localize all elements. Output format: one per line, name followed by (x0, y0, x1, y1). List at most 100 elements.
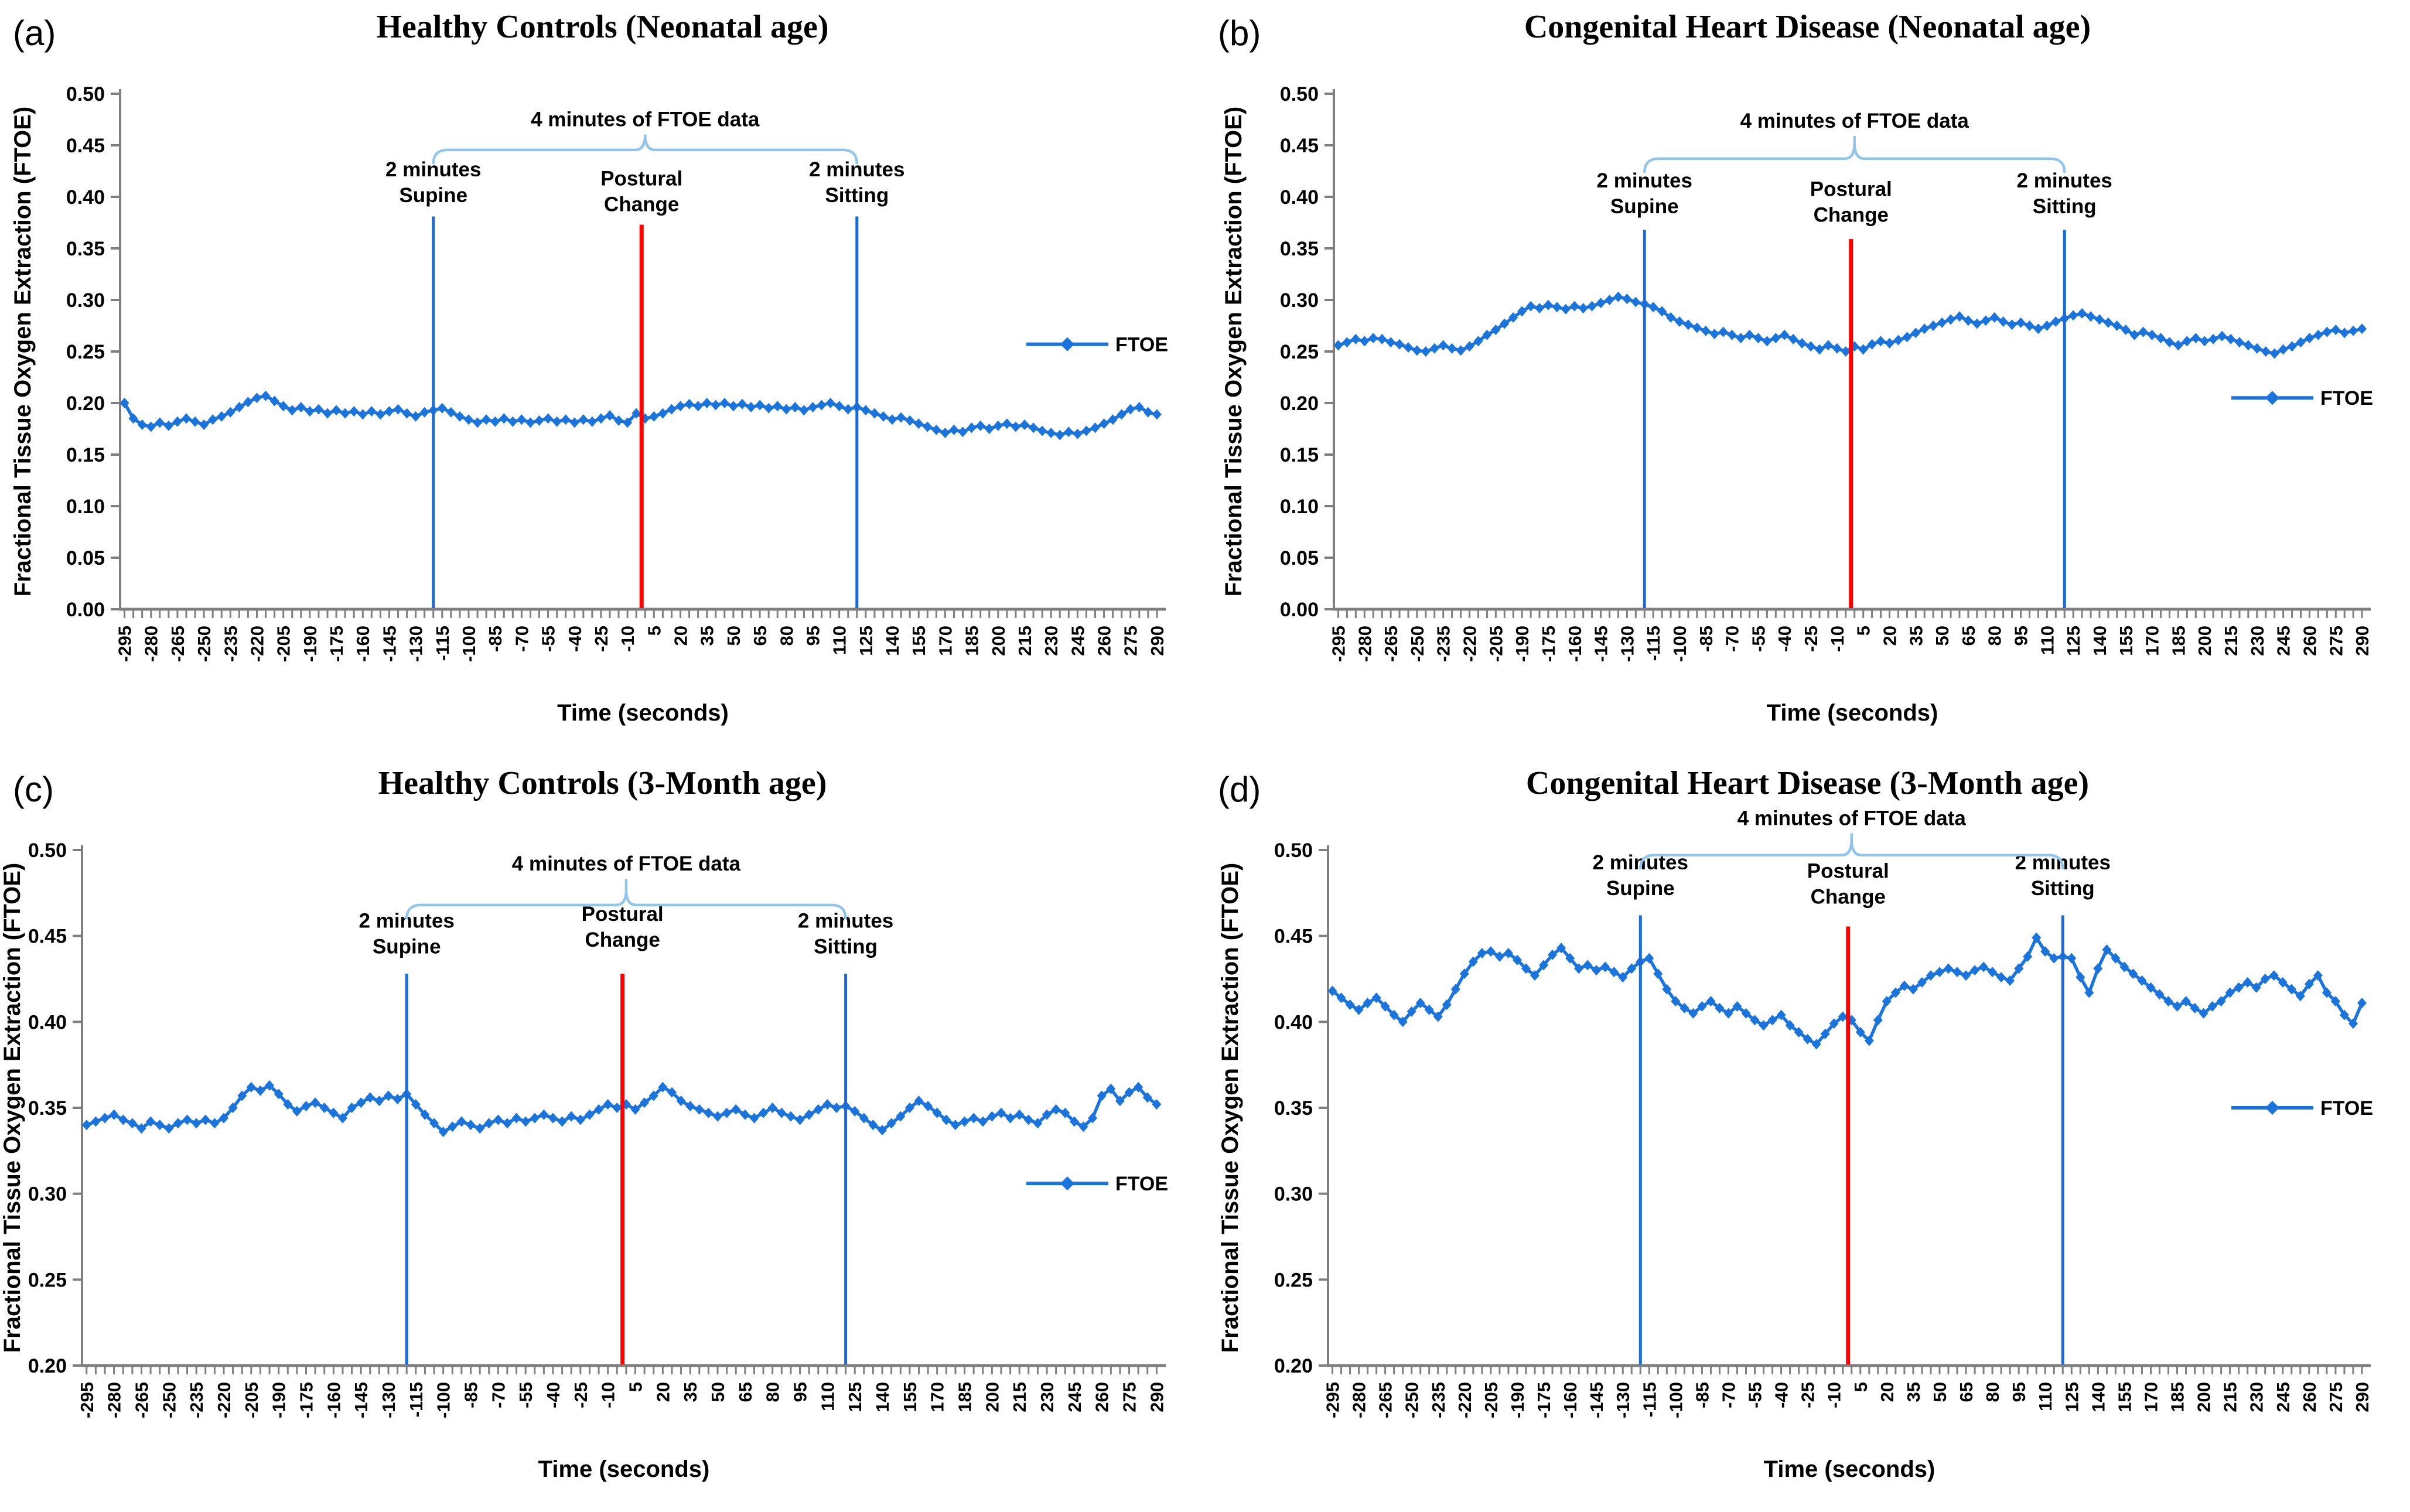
svg-text:290: 290 (2352, 1382, 2373, 1412)
svg-text:245: 245 (1067, 626, 1088, 656)
svg-text:200: 200 (988, 626, 1009, 656)
svg-text:275: 275 (2326, 626, 2346, 656)
svg-text:20: 20 (671, 626, 691, 646)
panel-healthy-controls-3month: (c) Healthy Controls (3-Month age) 0.20 0… (0, 756, 1205, 1512)
svg-text:140: 140 (872, 1382, 893, 1412)
svg-text:50: 50 (708, 1382, 728, 1402)
svg-text:-160: -160 (1565, 626, 1585, 662)
svg-text:-100: -100 (1665, 1382, 1686, 1418)
svg-text:4 minutes of FTOE data: 4 minutes of FTOE data (531, 108, 760, 131)
ftoe-line-chart: 0.20 0.25 0.30 0.35 0.40 0.45 0.50 -295 -280 -265… (0, 839, 1168, 1482)
svg-text:0.50: 0.50 (28, 839, 67, 862)
svg-text:0.20: 0.20 (1274, 1355, 1313, 1377)
panel-title: Congenital Heart Disease (Neonatal age) (1524, 9, 2091, 45)
svg-text:Time (seconds): Time (seconds) (1764, 1456, 1935, 1482)
svg-text:-10: -10 (1824, 1382, 1845, 1408)
svg-text:-25: -25 (1798, 1382, 1818, 1408)
svg-text:Fractional Tissue Oxygen Extra: Fractional Tissue Oxygen Extraction (FTO… (0, 863, 25, 1353)
svg-text:Time (seconds): Time (seconds) (538, 1456, 710, 1482)
svg-text:110: 110 (829, 626, 850, 655)
svg-text:-160: -160 (353, 626, 373, 662)
svg-text:-40: -40 (565, 626, 585, 652)
svg-text:35: 35 (1903, 1382, 1924, 1402)
panel-title: Healthy Controls (3-Month age) (378, 765, 827, 801)
svg-text:-280: -280 (104, 1382, 125, 1418)
svg-text:-250: -250 (1402, 1382, 1422, 1418)
svg-text:-10: -10 (598, 1382, 619, 1408)
svg-text:245: 245 (2273, 1382, 2293, 1412)
svg-text:170: 170 (2142, 626, 2163, 656)
svg-text:170: 170 (935, 626, 955, 656)
svg-text:215: 215 (2221, 626, 2241, 656)
svg-text:185: 185 (2167, 1382, 2188, 1412)
svg-text:-160: -160 (323, 1382, 344, 1418)
svg-text:0.00: 0.00 (66, 599, 105, 621)
svg-text:-100: -100 (459, 626, 479, 662)
svg-text:-175: -175 (1538, 626, 1559, 662)
svg-text:-70: -70 (1722, 626, 1743, 652)
svg-text:Fractional Tissue Oxygen Extra: Fractional Tissue Oxygen Extraction (FTO… (1217, 863, 1243, 1353)
svg-text:65: 65 (1958, 626, 1979, 646)
svg-text:65: 65 (1956, 1382, 1977, 1402)
panel-title: Healthy Controls (Neonatal age) (376, 9, 829, 45)
svg-text:-100: -100 (1670, 626, 1690, 662)
svg-text:-10: -10 (1827, 626, 1848, 652)
svg-text:-220: -220 (214, 1382, 234, 1418)
svg-text:-145: -145 (1591, 626, 1612, 662)
svg-text:-220: -220 (1460, 626, 1480, 662)
svg-text:-25: -25 (571, 1382, 591, 1408)
svg-text:0.45: 0.45 (66, 135, 105, 157)
svg-text:0.25: 0.25 (1280, 341, 1319, 363)
svg-text:140: 140 (2090, 626, 2110, 656)
svg-text:0.40: 0.40 (66, 186, 105, 209)
svg-text:0.15: 0.15 (66, 444, 105, 466)
svg-text:-190: -190 (269, 1382, 289, 1418)
svg-text:5: 5 (1851, 1382, 1871, 1392)
svg-text:0.25: 0.25 (28, 1269, 67, 1291)
svg-text:290: 290 (1146, 1382, 1167, 1412)
svg-text:245: 245 (2274, 626, 2294, 656)
svg-text:-190: -190 (300, 626, 320, 662)
svg-text:35: 35 (1906, 626, 1926, 646)
svg-text:0.25: 0.25 (1274, 1269, 1313, 1291)
svg-text:-205: -205 (274, 626, 294, 662)
svg-text:-85: -85 (461, 1382, 482, 1408)
svg-text:185: 185 (955, 1382, 975, 1412)
svg-text:185: 185 (962, 626, 982, 656)
svg-text:-85: -85 (1692, 1382, 1712, 1408)
svg-text:-235: -235 (220, 626, 241, 662)
svg-text:20: 20 (1879, 626, 1900, 646)
svg-text:-115: -115 (1639, 1382, 1660, 1417)
svg-text:-295: -295 (77, 1382, 97, 1418)
svg-text:-85: -85 (485, 626, 506, 652)
svg-text:-55: -55 (1748, 626, 1769, 652)
svg-text:-55: -55 (1745, 1382, 1766, 1408)
svg-text:155: 155 (909, 626, 929, 656)
svg-text:65: 65 (735, 1382, 756, 1402)
svg-text:0.45: 0.45 (28, 926, 67, 948)
svg-text:0.20: 0.20 (28, 1355, 67, 1377)
svg-text:0.30: 0.30 (28, 1183, 67, 1206)
svg-text:-205: -205 (1481, 1382, 1501, 1418)
svg-text:-205: -205 (241, 1382, 262, 1418)
svg-text:0.10: 0.10 (66, 496, 105, 518)
legend-label: FTOE (2320, 387, 2373, 409)
svg-text:0.05: 0.05 (1280, 547, 1319, 569)
svg-text:-130: -130 (1617, 626, 1637, 662)
svg-text:290: 290 (1147, 626, 1168, 656)
svg-text:0.15: 0.15 (1280, 444, 1319, 466)
svg-text:20: 20 (1877, 1382, 1897, 1402)
svg-text:5: 5 (644, 626, 664, 636)
svg-text:-40: -40 (1771, 1382, 1792, 1408)
panel-letter: (c) (13, 770, 54, 809)
svg-text:0.30: 0.30 (1274, 1183, 1313, 1206)
svg-text:0.20: 0.20 (1280, 392, 1319, 415)
svg-text:260: 260 (1092, 1382, 1112, 1412)
